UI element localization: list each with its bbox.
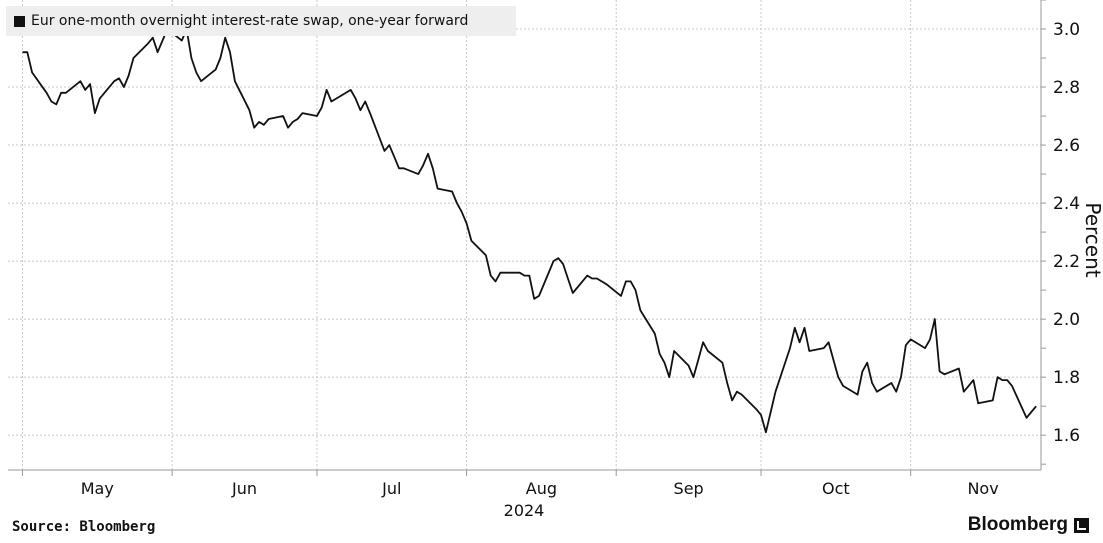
source-note: Source: Bloomberg — [12, 519, 156, 535]
brand-name: Bloomberg — [967, 514, 1068, 535]
x-axis-year-label: 2024 — [504, 501, 545, 520]
y-tick-label: 2.8 — [1053, 78, 1080, 98]
x-tick-label: May — [81, 479, 114, 498]
x-tick-label: Aug — [526, 479, 557, 498]
x-tick-label: Jun — [231, 479, 257, 498]
y-tick-label: 2.4 — [1053, 194, 1080, 214]
x-tick-label: Nov — [967, 479, 998, 498]
vertical-gridlines — [21, 0, 912, 470]
legend-swatch — [14, 15, 25, 27]
y-axis-ticks: 1.6 1.8 2.0 2.2 2.4 2.6 2.8 3.0 — [1041, 0, 1080, 465]
x-tick-label: Jul — [381, 479, 401, 498]
legend: Eur one-month overnight interest-rate sw… — [6, 6, 516, 36]
y-tick-label: 2.0 — [1053, 310, 1080, 330]
x-tick-label: Oct — [822, 479, 850, 498]
horizontal-gridlines — [8, 28, 1041, 436]
series-line — [22, 28, 1037, 434]
x-axis-ticks: May Jun Jul Aug Sep Oct Nov — [21, 470, 999, 498]
y-tick-label: 2.6 — [1053, 136, 1080, 156]
x-tick-label: Sep — [674, 479, 704, 498]
brand-logo: Bloomberg — [968, 514, 1089, 536]
y-tick-label: 1.8 — [1053, 368, 1080, 388]
y-tick-label: 2.2 — [1053, 252, 1080, 272]
legend-label: Eur one-month overnight interest-rate sw… — [31, 13, 469, 29]
series-group — [22, 28, 1037, 434]
y-tick-label: 1.6 — [1053, 426, 1080, 446]
bloomberg-terminal-icon — [1074, 517, 1089, 533]
y-tick-label: 3.0 — [1053, 20, 1080, 40]
y-axis-label: Percent — [1081, 202, 1103, 277]
